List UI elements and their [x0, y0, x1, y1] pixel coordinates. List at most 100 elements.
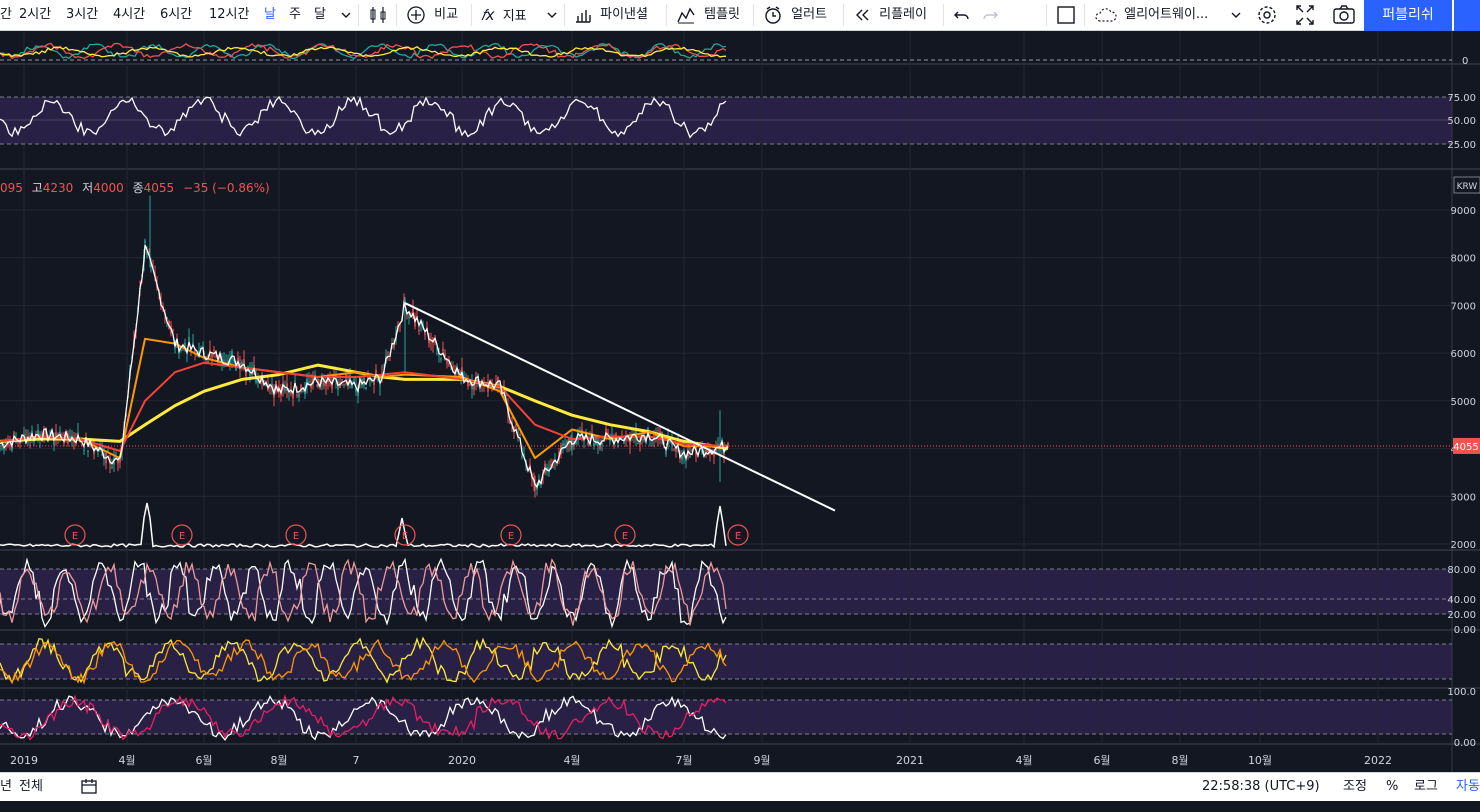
- indicators-label: 지표: [502, 9, 527, 24]
- clock-time[interactable]: 22:58:38 (UTC+9): [1202, 779, 1320, 794]
- time-tick-label: 7월: [675, 754, 692, 767]
- candle-body: [655, 435, 657, 437]
- price-tick-label: 6000: [1451, 349, 1476, 360]
- candle-body: [172, 329, 174, 332]
- undo-icon[interactable]: [953, 0, 971, 30]
- candle-body: [689, 456, 691, 458]
- candle-body: [79, 441, 81, 443]
- osc1-signal: [0, 558, 727, 626]
- range-partial[interactable]: 년: [0, 779, 12, 794]
- earnings-marker-label: E: [293, 531, 299, 542]
- interval-2h[interactable]: 2시간: [19, 7, 52, 22]
- candle-body: [440, 358, 442, 360]
- time-tick-label: 6월: [195, 754, 212, 767]
- earnings-marker: [727, 524, 749, 546]
- legend-open: 095: [0, 181, 23, 195]
- earnings-marker: [171, 524, 193, 546]
- layout-selector[interactable]: 엘리어트웨이...: [1094, 0, 1208, 30]
- square-icon[interactable]: [1056, 0, 1076, 30]
- settings-icon[interactable]: [1256, 0, 1278, 30]
- redo-icon[interactable]: [981, 0, 999, 30]
- financials-button[interactable]: 파이낸셜: [574, 0, 648, 30]
- interval-3h[interactable]: 3시간: [66, 7, 99, 22]
- candle-body: [166, 317, 168, 320]
- candle-body: [300, 384, 302, 393]
- interval-week[interactable]: 주: [289, 7, 301, 22]
- adjust-button[interactable]: 조정: [1343, 779, 1367, 794]
- chart-svg[interactable]: E E E E E E E 9000 8000 7000 6000 5000 4000 3000 2000…: [0, 31, 1480, 772]
- legend-change: −35 (−0.86%): [183, 181, 270, 195]
- legend-low: 4000: [93, 181, 124, 195]
- time-tick-label: 2019: [10, 754, 38, 767]
- candle-body: [446, 360, 448, 364]
- candle-body: [144, 240, 146, 244]
- compare-button[interactable]: 비교: [406, 0, 458, 30]
- candle-body: [671, 442, 673, 446]
- candle-body: [371, 378, 373, 380]
- candle-body: [643, 438, 645, 441]
- osc1-tick-label: 80.00: [1447, 565, 1476, 576]
- publish-button[interactable]: 퍼블리쉬: [1364, 0, 1452, 31]
- interval-dropdown-icon[interactable]: [340, 0, 352, 30]
- candle-body: [534, 484, 536, 489]
- candle-body: [275, 380, 277, 387]
- candle-body: [241, 361, 243, 366]
- interval-day[interactable]: 날: [264, 7, 276, 22]
- replay-button[interactable]: 리플레이: [853, 0, 927, 30]
- calendar-icon[interactable]: [80, 773, 98, 801]
- currency-tag: [1453, 176, 1480, 194]
- interval-4h[interactable]: 4시간: [113, 7, 146, 22]
- alert-button[interactable]: 얼러트: [763, 0, 827, 30]
- candle-body: [587, 441, 589, 445]
- templates-label: 템플릿: [704, 7, 741, 22]
- moving-average-line: [0, 361, 729, 452]
- last-price-tag: [1453, 437, 1480, 454]
- interval-12h[interactable]: 12시간: [209, 7, 250, 22]
- fullscreen-icon[interactable]: [1294, 0, 1316, 30]
- indicators-button[interactable]: 𝑓x 지표: [481, 0, 527, 30]
- earnings-marker-label: E: [735, 531, 741, 542]
- candle-body: [379, 385, 381, 387]
- log-button[interactable]: 로그: [1414, 779, 1438, 794]
- publish-dropdown[interactable]: [1454, 0, 1480, 31]
- price-line: [0, 244, 729, 489]
- auto-button[interactable]: 자동: [1456, 779, 1480, 794]
- price-tick-label: 7000: [1451, 301, 1476, 312]
- range-all-button[interactable]: 전체: [19, 779, 43, 794]
- percent-button[interactable]: %: [1386, 779, 1399, 794]
- layout-dropdown-icon[interactable]: [1230, 0, 1242, 30]
- templates-button[interactable]: 템플릿: [676, 0, 740, 30]
- camera-icon[interactable]: [1332, 0, 1356, 30]
- candle-body: [403, 299, 405, 301]
- candle-body: [442, 349, 444, 352]
- candle-body: [546, 466, 548, 471]
- candle-body: [95, 447, 97, 450]
- interval-month[interactable]: 달: [314, 7, 326, 22]
- candle-body: [180, 349, 182, 351]
- candle-body: [641, 439, 643, 441]
- indicators-dropdown-icon[interactable]: [546, 0, 558, 30]
- last-price-label: 4055: [1453, 442, 1478, 453]
- osc3-tick-label: 100.0: [1447, 687, 1476, 698]
- legend-low-label: 저: [82, 181, 94, 195]
- candle-body: [209, 349, 211, 353]
- chart-area[interactable]: E E E E E E E 9000 8000 7000 6000 5000 4000 3000 2000…: [0, 31, 1480, 772]
- candle-body: [261, 377, 263, 382]
- time-tick-label: 4월: [1015, 754, 1032, 767]
- candle-body: [673, 449, 675, 451]
- candle-body: [542, 476, 544, 479]
- osc1-tick-label: 0.00: [1454, 625, 1476, 636]
- candles-icon[interactable]: [368, 0, 388, 30]
- candle-body: [538, 480, 540, 486]
- interval-partial[interactable]: 간: [0, 7, 12, 22]
- candle-body: [412, 308, 414, 316]
- candle-body: [373, 378, 375, 386]
- candle-body: [13, 432, 15, 434]
- band-lines: [0, 59, 1452, 735]
- price-tick-label: 2000: [1451, 540, 1476, 551]
- earnings-marker: [394, 524, 416, 546]
- candle-body: [43, 433, 45, 435]
- interval-6h[interactable]: 6시간: [160, 7, 193, 22]
- candle-body: [243, 359, 245, 366]
